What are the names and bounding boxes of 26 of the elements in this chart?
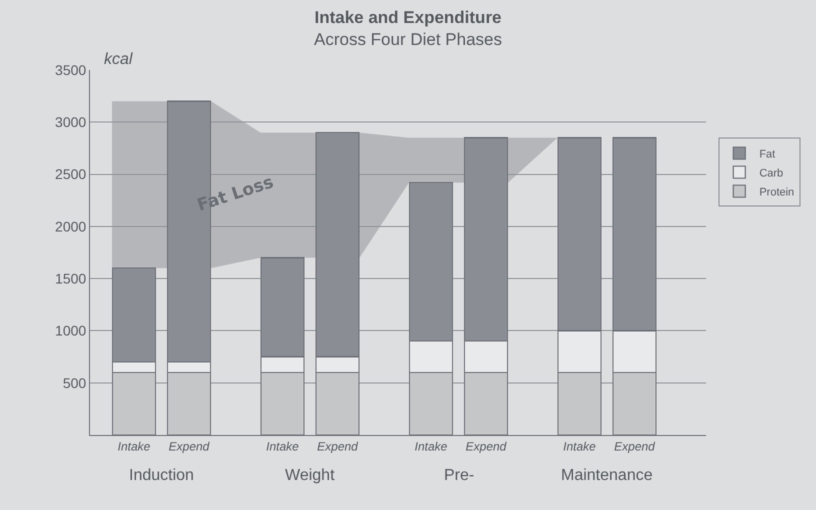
chart-subtitle: Across Four Diet Phases: [314, 30, 502, 50]
y-tick-label: 3000: [55, 114, 86, 130]
x-tick-label: Intake: [266, 439, 300, 454]
y-tick-label: 2500: [55, 166, 86, 182]
x-tick-label: Expend: [168, 439, 210, 454]
x-tick-label: Intake: [118, 439, 151, 454]
text: Induction: [129, 467, 194, 484]
x-tick-label: Expend: [614, 439, 656, 454]
text: Weight: [285, 467, 336, 484]
x-tick-label: Expend: [466, 439, 507, 454]
legend-label: Protein: [759, 186, 794, 198]
y-tick-label: 1000: [55, 322, 86, 339]
y-tick-label: 1500: [55, 270, 86, 286]
annotation: Fat Loss: [194, 172, 276, 216]
y-tick-label: 3500: [55, 62, 86, 78]
y-tick-label: 2000: [55, 218, 86, 234]
x-tick-label: Expend: [317, 439, 358, 454]
x-tick-label: Intake: [414, 439, 448, 454]
y-axis-title: kcal: [104, 51, 133, 68]
chart-title: Intake and Expenditure: [314, 8, 502, 27]
legend-label: Carb: [759, 167, 784, 180]
x-tick-label: Intake: [563, 439, 596, 454]
legend-label: Fat: [759, 148, 776, 160]
text: Maintenance: [561, 467, 653, 484]
y-tick-label: 500: [62, 374, 86, 391]
text: Pre-: [444, 467, 474, 484]
